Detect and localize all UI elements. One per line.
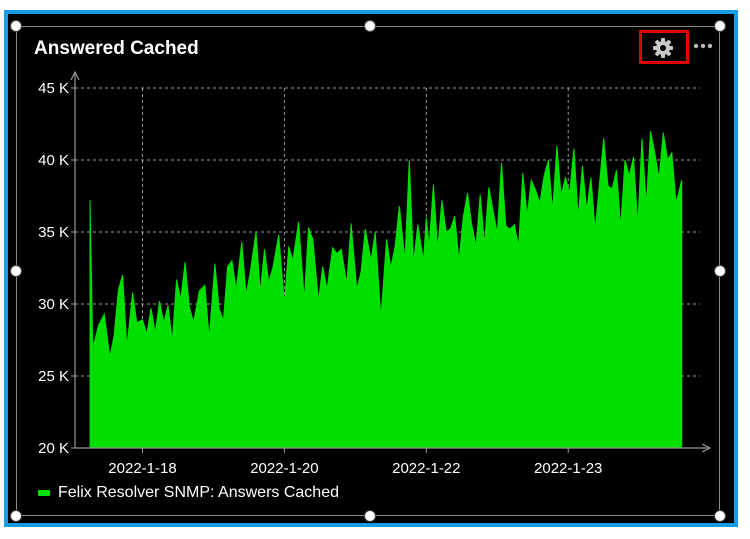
y-tick-label: 20 K [38,440,69,457]
y-tick-label: 40 K [38,152,69,169]
y-tick-label: 45 K [38,80,69,97]
resize-handle-bottom-right[interactable] [714,510,726,522]
y-tick-label: 25 K [38,368,69,385]
chart-legend: Felix Resolver SNMP: Answers Cached [38,484,339,502]
resize-handle-bottom-left[interactable] [10,510,22,522]
resize-handle-bottom-center[interactable] [364,510,376,522]
x-tick-label: 2022-1-23 [534,460,602,477]
y-tick-label: 30 K [38,296,69,313]
resize-handle-top-center[interactable] [364,20,376,32]
x-tick-label: 2022-1-18 [108,460,176,477]
y-tick-label: 35 K [38,224,69,241]
legend-swatch [38,489,50,496]
resize-handle-top-right[interactable] [714,20,726,32]
legend-label: Felix Resolver SNMP: Answers Cached [58,484,339,501]
series-area [89,131,683,449]
x-axis-arrow [701,443,712,453]
gear-icon[interactable] [648,35,678,61]
settings-highlight-box [639,30,689,64]
more-options-icon[interactable] [692,36,714,56]
resize-handle-middle-left[interactable] [10,265,22,277]
x-tick-label: 2022-1-22 [392,460,460,477]
widget-title: Answered Cached [34,38,199,59]
x-tick-label: 2022-1-20 [250,460,318,477]
resize-handle-top-left[interactable] [10,20,22,32]
y-axis-arrow [70,70,80,81]
resize-handle-middle-right[interactable] [714,265,726,277]
